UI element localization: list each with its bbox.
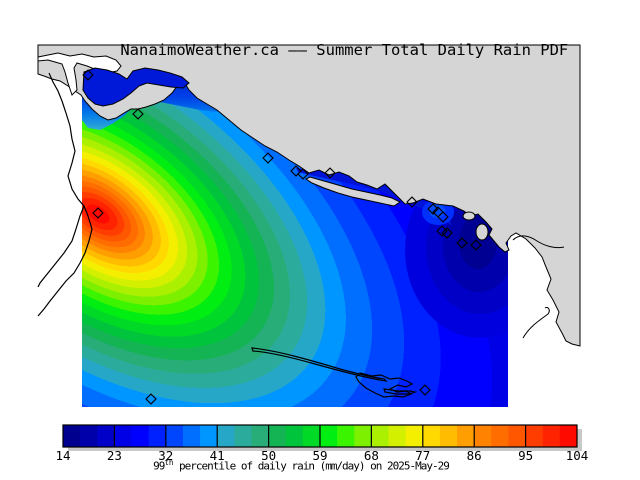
station-marker: [456, 237, 468, 249]
colorbar: [63, 425, 578, 447]
colorbar-cell: [165, 425, 184, 447]
colorbar-cell: [80, 425, 98, 447]
colorbar-cell: [217, 425, 235, 447]
colorbar-cell: [508, 425, 527, 447]
colorbar-tick-label: 32: [158, 448, 174, 463]
station-marker: [132, 108, 144, 120]
colorbar-cell: [200, 425, 218, 447]
station-markers: [82, 69, 482, 405]
colorbar-tick-label: 23: [106, 448, 122, 463]
colorbar-tick-label: 14: [55, 448, 71, 463]
station-marker: [406, 196, 418, 208]
colorbar-tick-label: 104: [565, 448, 589, 463]
station-marker: [145, 393, 157, 405]
gulf-island-outline: [251, 347, 388, 382]
colorbar-cell: [63, 425, 81, 447]
channel-water-pocket: [82, 67, 190, 107]
island-cluster-outline: [355, 372, 414, 398]
colorbar-cell: [320, 425, 338, 447]
colorbar-cell: [148, 425, 167, 447]
colorbar-cell: [457, 425, 475, 447]
colorbar-frame: [62, 424, 578, 448]
colorbar-cell: [97, 425, 115, 447]
chart-title: NanaimoWeather.ca —— Summer Total Daily …: [83, 25, 568, 76]
colorbar-cell: [354, 425, 372, 447]
station-marker: [92, 207, 104, 219]
colorbar-cell: [422, 425, 441, 447]
colorbar-tick-lines: [113, 425, 527, 447]
colorbar-cell: [474, 425, 492, 447]
colorbar-cell: [114, 425, 133, 447]
station-marker: [437, 211, 449, 223]
inlet-coastline: [512, 235, 565, 249]
colorbar-tick-label: 50: [261, 448, 277, 463]
colorbar-tick-label: 86: [466, 448, 482, 463]
colorbar-cell: [371, 425, 390, 447]
colorbar-cell: [234, 425, 252, 447]
colorbar-tick-label: 95: [518, 448, 534, 463]
colorbar-cell: [439, 425, 458, 447]
island-channel-coastline: [37, 205, 85, 288]
colorbar-cell: [405, 425, 424, 447]
caption-superscript: th: [164, 458, 174, 467]
islet: [475, 223, 489, 241]
north-inlet-area: [37, 52, 122, 96]
colorbar-cell: [251, 425, 270, 447]
colorbar-cell: [302, 425, 321, 447]
colorbar-caption: 99th percentile of daily rain (mm/day) o…: [153, 458, 450, 473]
station-marker: [324, 167, 336, 179]
station-marker: [427, 203, 439, 215]
islet: [462, 211, 476, 221]
colorbar-tick-label: 77: [415, 448, 431, 463]
colorbar-cell: [559, 425, 578, 447]
colorbar-cell: [542, 425, 561, 447]
colorbar-tick-label: 68: [363, 448, 379, 463]
bay-coastline: [522, 307, 550, 339]
caption-rest: percentile of daily rain (mm/day) on 202…: [173, 459, 450, 473]
colorbar-cell: [525, 425, 544, 447]
caption-prefix: 99: [153, 459, 165, 473]
mainland-landmass: [37, 44, 581, 347]
colorbar-tick-label: 59: [312, 448, 328, 463]
island-spit-outline: [383, 388, 418, 395]
colorbar-cell: [337, 425, 355, 447]
vancouver-island-coastline: [37, 72, 93, 317]
station-marker: [262, 152, 274, 164]
station-marker: [419, 384, 431, 396]
station-marker: [82, 69, 94, 81]
colorbar-cell: [388, 425, 407, 447]
colorbar-cell: [268, 425, 287, 447]
station-marker: [470, 239, 482, 251]
chart-title-text: NanaimoWeather.ca —— Summer Total Daily …: [120, 41, 569, 60]
colorbar-cell: [491, 425, 509, 447]
colorbar-tick-label: 41: [209, 448, 225, 463]
colorbar-cell: [285, 425, 304, 447]
station-marker: [297, 168, 309, 180]
colorbar-cell: [182, 425, 201, 447]
station-marker: [441, 227, 453, 239]
peninsula-finger: [305, 176, 401, 207]
colorbar-cell: [131, 425, 150, 447]
station-marker: [436, 225, 448, 237]
